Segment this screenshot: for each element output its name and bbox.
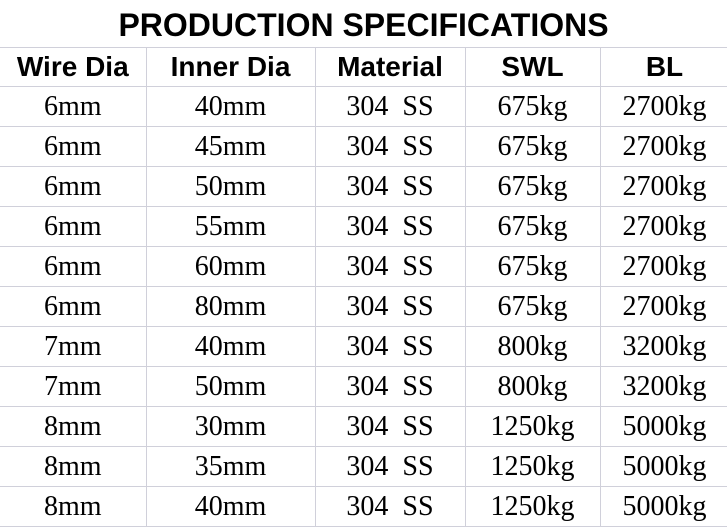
table-row: 6mm 55mm 304 SS 675kg 2700kg (0, 206, 727, 247)
cell-bl: 5000kg (599, 406, 727, 447)
cell-wire-dia: 7mm (0, 326, 147, 367)
cell-bl: 5000kg (599, 486, 727, 527)
cell-material: 304 SS (314, 286, 466, 327)
table-row: 8mm 30mm 304 SS 1250kg 5000kg (0, 406, 727, 447)
spec-table: Wire Dia Inner Dia Material SWL BL 6mm 40… (0, 47, 727, 527)
cell-material: 304 SS (314, 86, 466, 127)
cell-wire-dia: 8mm (0, 486, 147, 527)
cell-swl: 1250kg (464, 486, 601, 527)
cell-bl: 2700kg (599, 166, 727, 207)
cell-wire-dia: 6mm (0, 126, 147, 167)
cell-bl: 2700kg (599, 86, 727, 127)
cell-wire-dia: 6mm (0, 286, 147, 327)
cell-bl: 2700kg (599, 246, 727, 287)
table-row: 6mm 50mm 304 SS 675kg 2700kg (0, 166, 727, 207)
cell-material: 304 SS (314, 366, 466, 407)
cell-swl: 675kg (464, 206, 601, 247)
cell-material: 304 SS (314, 246, 466, 287)
cell-bl: 3200kg (599, 366, 727, 407)
column-header-swl: SWL (464, 47, 601, 87)
cell-material: 304 SS (314, 326, 466, 367)
table-row: 6mm 40mm 304 SS 675kg 2700kg (0, 86, 727, 127)
page-title: PRODUCTION SPECIFICATIONS (118, 7, 609, 43)
cell-swl: 1250kg (464, 406, 601, 447)
cell-inner-dia: 45mm (145, 126, 316, 167)
cell-inner-dia: 80mm (145, 286, 316, 327)
cell-inner-dia: 35mm (145, 446, 316, 487)
cell-swl: 675kg (464, 126, 601, 167)
cell-material: 304 SS (314, 446, 466, 487)
table-row: 6mm 45mm 304 SS 675kg 2700kg (0, 126, 727, 167)
cell-wire-dia: 6mm (0, 86, 147, 127)
cell-inner-dia: 50mm (145, 166, 316, 207)
cell-swl: 800kg (464, 366, 601, 407)
cell-swl: 675kg (464, 166, 601, 207)
cell-swl: 675kg (464, 86, 601, 127)
cell-wire-dia: 6mm (0, 166, 147, 207)
column-header-wire-dia: Wire Dia (0, 47, 147, 87)
cell-swl: 675kg (464, 246, 601, 287)
cell-bl: 2700kg (599, 126, 727, 167)
table-row: 6mm 80mm 304 SS 675kg 2700kg (0, 286, 727, 327)
cell-swl: 675kg (464, 286, 601, 327)
cell-material: 304 SS (314, 206, 466, 247)
cell-bl: 3200kg (599, 326, 727, 367)
table-row: 7mm 40mm 304 SS 800kg 3200kg (0, 326, 727, 367)
cell-inner-dia: 50mm (145, 366, 316, 407)
cell-inner-dia: 40mm (145, 326, 316, 367)
cell-inner-dia: 55mm (145, 206, 316, 247)
header-row: Wire Dia Inner Dia Material SWL BL (0, 47, 727, 87)
cell-swl: 800kg (464, 326, 601, 367)
cell-material: 304 SS (314, 166, 466, 207)
column-header-bl: BL (599, 47, 727, 87)
cell-swl: 1250kg (464, 446, 601, 487)
cell-inner-dia: 60mm (145, 246, 316, 287)
cell-bl: 5000kg (599, 446, 727, 487)
cell-wire-dia: 7mm (0, 366, 147, 407)
cell-material: 304 SS (314, 126, 466, 167)
cell-wire-dia: 6mm (0, 206, 147, 247)
cell-bl: 2700kg (599, 286, 727, 327)
cell-material: 304 SS (314, 486, 466, 527)
cell-inner-dia: 30mm (145, 406, 316, 447)
cell-wire-dia: 8mm (0, 406, 147, 447)
cell-inner-dia: 40mm (145, 86, 316, 127)
table-row: 6mm 60mm 304 SS 675kg 2700kg (0, 246, 727, 287)
cell-wire-dia: 8mm (0, 446, 147, 487)
cell-bl: 2700kg (599, 206, 727, 247)
table-row: 7mm 50mm 304 SS 800kg 3200kg (0, 366, 727, 407)
table-row: 8mm 40mm 304 SS 1250kg 5000kg (0, 486, 727, 527)
column-header-material: Material (314, 47, 466, 87)
cell-material: 304 SS (314, 406, 466, 447)
cell-inner-dia: 40mm (145, 486, 316, 527)
column-header-inner-dia: Inner Dia (145, 47, 316, 87)
table-row: 8mm 35mm 304 SS 1250kg 5000kg (0, 446, 727, 487)
cell-wire-dia: 6mm (0, 246, 147, 287)
